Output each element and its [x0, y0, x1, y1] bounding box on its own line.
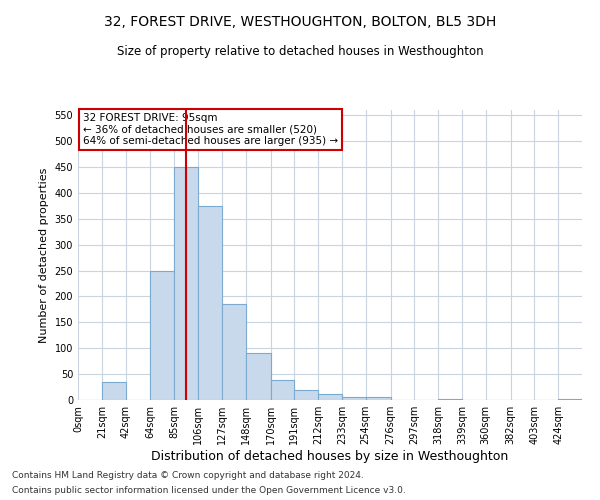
Text: 32 FOREST DRIVE: 95sqm
← 36% of detached houses are smaller (520)
64% of semi-de: 32 FOREST DRIVE: 95sqm ← 36% of detached…	[83, 113, 338, 146]
Text: 32, FOREST DRIVE, WESTHOUGHTON, BOLTON, BL5 3DH: 32, FOREST DRIVE, WESTHOUGHTON, BOLTON, …	[104, 15, 496, 29]
Bar	[151, 270, 174, 400]
Bar	[222, 304, 245, 400]
Bar	[438, 399, 462, 400]
Bar	[198, 206, 222, 400]
Text: Size of property relative to detached houses in Westhoughton: Size of property relative to detached ho…	[116, 45, 484, 58]
Bar	[318, 394, 342, 400]
Y-axis label: Number of detached properties: Number of detached properties	[39, 168, 49, 342]
X-axis label: Distribution of detached houses by size in Westhoughton: Distribution of detached houses by size …	[151, 450, 509, 463]
Text: Contains public sector information licensed under the Open Government Licence v3: Contains public sector information licen…	[12, 486, 406, 495]
Bar	[342, 398, 365, 400]
Text: Contains HM Land Registry data © Crown copyright and database right 2024.: Contains HM Land Registry data © Crown c…	[12, 471, 364, 480]
Bar	[271, 380, 295, 400]
Bar	[245, 354, 271, 400]
Bar	[295, 390, 318, 400]
Bar	[558, 399, 582, 400]
Bar	[102, 382, 125, 400]
Bar	[174, 167, 198, 400]
Bar	[365, 397, 391, 400]
